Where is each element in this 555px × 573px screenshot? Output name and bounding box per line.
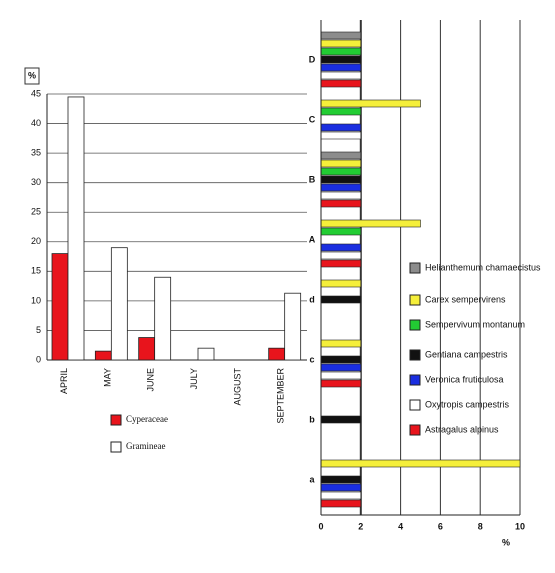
bar: [320, 355, 362, 364]
bar: [320, 279, 362, 288]
x-tick-label: 8: [478, 521, 483, 531]
bar: [320, 483, 362, 492]
bar: [320, 159, 362, 168]
x-tick-label: APRIL: [59, 368, 69, 394]
bar: [320, 79, 362, 88]
group-label: c: [309, 354, 314, 364]
legend-label: Carex sempervirens: [425, 294, 506, 304]
bar: [320, 363, 362, 372]
bar: [320, 219, 421, 228]
bar: [320, 167, 362, 176]
legend-label: Gramineae: [126, 441, 165, 451]
legend-swatch: [409, 294, 421, 306]
legend-label: Astragalus alpinus: [425, 424, 499, 434]
x-axis-label: %: [502, 537, 510, 547]
bar: [268, 347, 286, 361]
legend-swatch: [110, 441, 122, 453]
bar: [320, 63, 362, 72]
bar: [67, 96, 85, 361]
legend-label: Sempervivum montanum: [425, 319, 525, 329]
group-label: D: [309, 54, 316, 64]
legend-swatch: [409, 349, 421, 361]
bar: [51, 253, 69, 361]
bar: [320, 191, 362, 200]
y-axis-label: %: [28, 70, 36, 80]
x-tick-label: 2: [358, 521, 363, 531]
bar: [320, 123, 362, 132]
bar: [320, 295, 362, 304]
legend-label: Cyperaceae: [126, 414, 168, 424]
bar: [320, 39, 362, 48]
group-label: C: [309, 114, 316, 124]
bar: [320, 175, 362, 184]
x-tick-label: 4: [398, 521, 403, 531]
x-tick-label: JULY: [189, 368, 199, 389]
legend-label: Oxytropis campestris: [425, 399, 510, 409]
bar: [320, 499, 362, 508]
y-tick-label: 20: [31, 236, 41, 246]
y-tick-label: 30: [31, 177, 41, 187]
bar: [320, 371, 362, 380]
bar: [320, 183, 362, 192]
bar: [320, 55, 362, 64]
bar: [320, 71, 362, 80]
legend-label: Gentiana campestris: [425, 349, 508, 359]
bar: [320, 199, 362, 208]
x-tick-label: AUGUST: [232, 368, 242, 406]
bar: [320, 491, 362, 500]
bar: [320, 259, 362, 268]
y-label-box: [24, 67, 40, 85]
x-tick-label: 6: [438, 521, 443, 531]
legend-swatch: [409, 319, 421, 331]
legend-label: Helianthemum chamaecistus: [425, 262, 541, 272]
bar: [320, 415, 362, 424]
group-label: d: [309, 294, 315, 304]
bar: [110, 247, 128, 361]
bar: [320, 379, 362, 388]
bar: [320, 131, 362, 140]
x-tick-label: 10: [515, 521, 525, 531]
y-tick-label: 45: [31, 88, 41, 98]
x-tick-label: 0: [318, 521, 323, 531]
legend-swatch: [409, 424, 421, 436]
bar: [320, 251, 362, 260]
legend-swatch: [409, 374, 421, 386]
group-label: B: [309, 174, 316, 184]
bar: [320, 243, 362, 252]
bar: [197, 347, 215, 361]
bar: [320, 227, 362, 236]
legend-swatch: [110, 414, 122, 426]
bar: [320, 107, 362, 116]
legend-label: Veronica fruticulosa: [425, 374, 504, 384]
bar: [320, 339, 362, 348]
bar: [154, 276, 172, 361]
y-tick-label: 0: [36, 354, 41, 364]
bar: [320, 475, 362, 484]
bar: [138, 337, 156, 361]
x-tick-label: JUNE: [146, 368, 156, 392]
x-tick-label: MAY: [102, 368, 112, 387]
bar: [284, 292, 302, 361]
y-tick-label: 5: [36, 325, 41, 335]
y-tick-label: 35: [31, 147, 41, 157]
bar: [94, 350, 112, 361]
legend-swatch: [409, 262, 421, 274]
group-label: A: [309, 234, 316, 244]
y-tick-label: 25: [31, 207, 41, 217]
bar: [320, 151, 362, 160]
bar: [320, 47, 362, 56]
bar: [320, 459, 521, 468]
legend-swatch: [409, 399, 421, 411]
y-tick-label: 40: [31, 118, 41, 128]
bar: [320, 99, 421, 108]
bar: [320, 31, 362, 40]
group-label: b: [309, 414, 315, 424]
group-label: a: [309, 474, 315, 484]
y-tick-label: 10: [31, 295, 41, 305]
y-tick-label: 15: [31, 266, 41, 276]
x-tick-label: SEPTEMBER: [276, 368, 286, 424]
